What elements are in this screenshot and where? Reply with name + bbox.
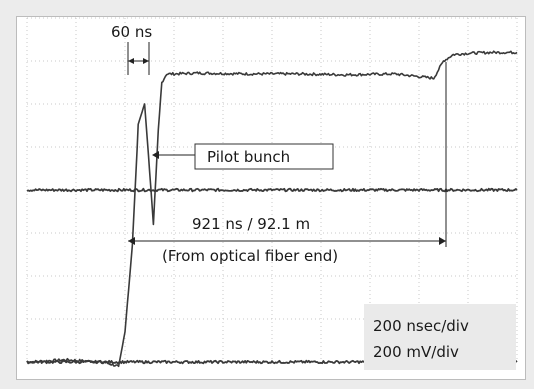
pilot-bunch-arrowhead <box>152 151 159 159</box>
trace-series-2 <box>26 187 518 193</box>
delay-arrowhead-right <box>439 237 446 245</box>
delay-label: 921 ns / 92.1 m <box>192 215 310 233</box>
x-scale-label: 200 nsec/div <box>373 317 469 335</box>
scope-annotations: 60 ns Pilot bunch 921 ns / 92.1 m (From … <box>111 23 516 370</box>
delay-arrowhead-left <box>128 237 135 245</box>
oscilloscope-screen: 60 ns Pilot bunch 921 ns / 92.1 m (From … <box>16 16 526 380</box>
pulse-width-label: 60 ns <box>111 23 152 41</box>
trace-series-1 <box>26 50 518 368</box>
pulse-width-arrowhead-left <box>128 58 134 64</box>
y-scale-label: 200 mV/div <box>373 343 459 361</box>
delay-sublabel: (From optical fiber end) <box>162 247 338 265</box>
pilot-bunch-box <box>194 143 334 170</box>
oscilloscope-plot: 60 ns Pilot bunch 921 ns / 92.1 m (From … <box>26 17 518 370</box>
scale-box <box>364 304 516 370</box>
pulse-width-arrowhead-right <box>143 58 149 64</box>
pilot-bunch-label: Pilot bunch <box>207 148 290 166</box>
